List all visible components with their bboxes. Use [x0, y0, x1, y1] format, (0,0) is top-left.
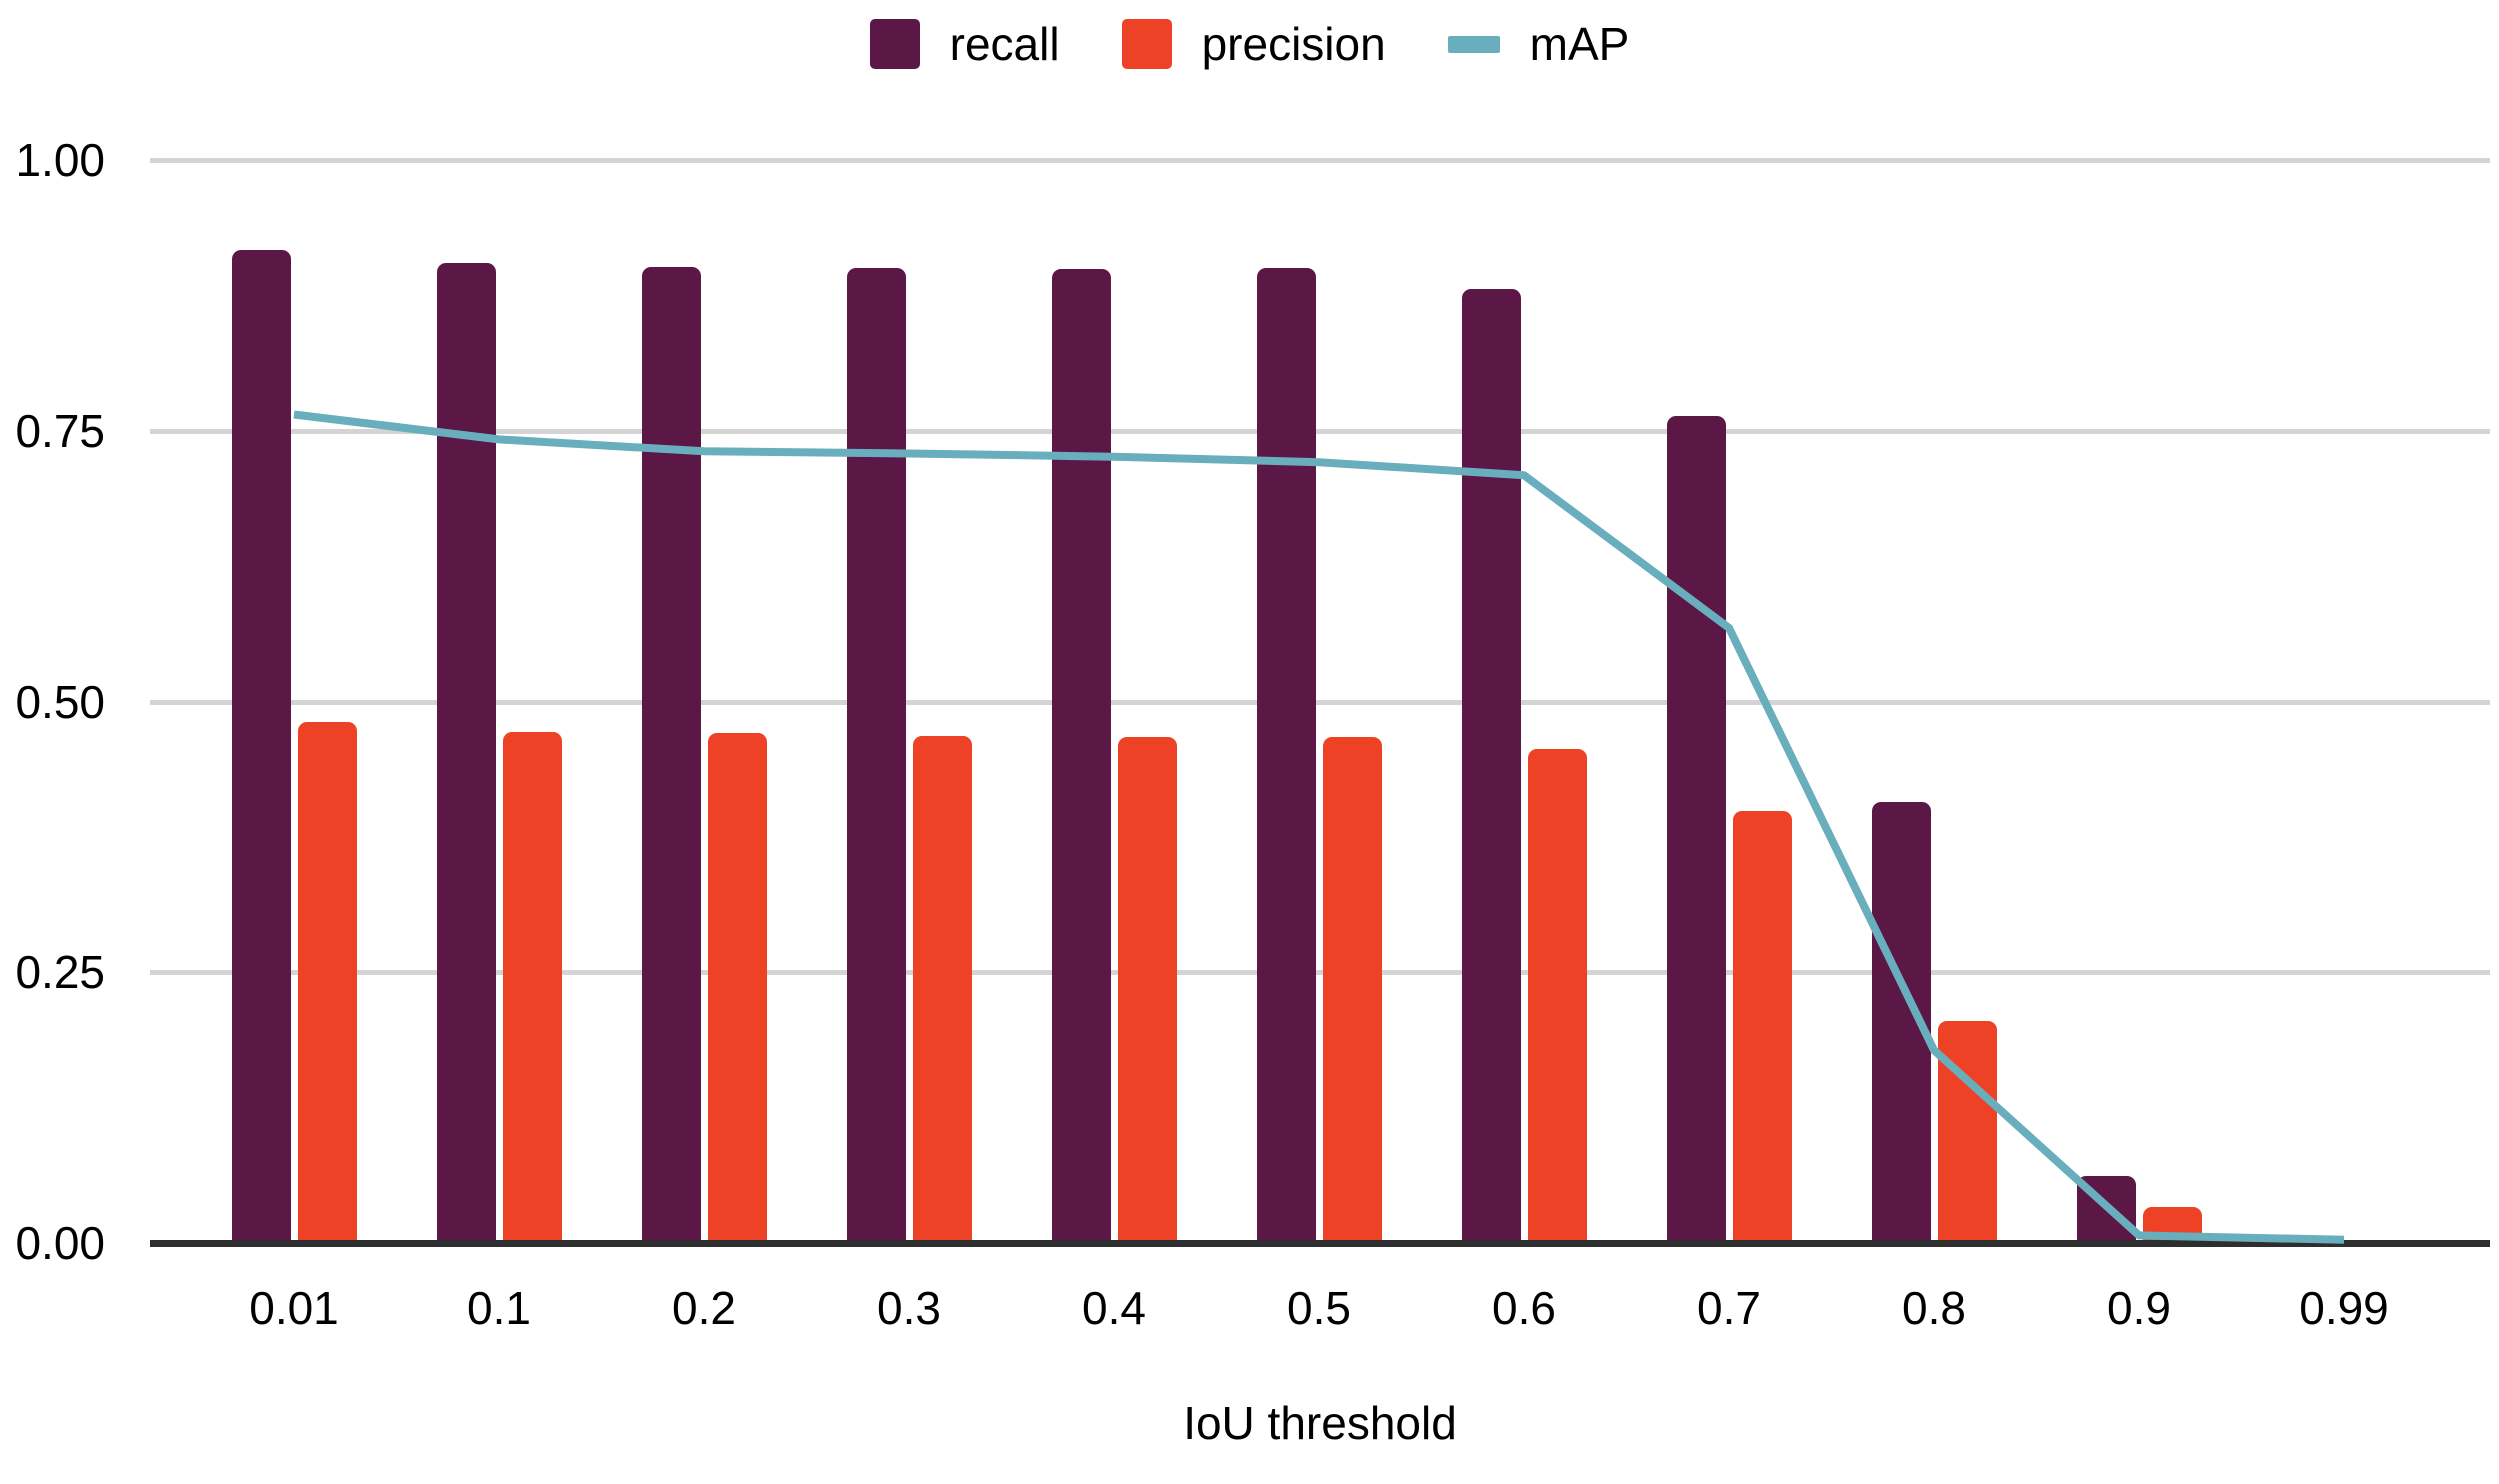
legend-label-mAP: mAP	[1529, 18, 1630, 70]
x-tick-label: 0.99	[2299, 1282, 2389, 1334]
legend-item-mAP: mAP	[1447, 18, 1630, 70]
recall-bar	[846, 268, 906, 1243]
gridline	[150, 699, 2490, 705]
precision-bar	[1527, 749, 1587, 1243]
precision-bar	[1732, 811, 1792, 1243]
x-tick-label: 0.4	[1082, 1282, 1146, 1334]
recall-bar	[1666, 416, 1726, 1243]
x-axis-line	[150, 1240, 2490, 1247]
precision-bar	[297, 722, 357, 1243]
x-tick-label: 0.3	[877, 1282, 941, 1334]
x-tick-label: 0.6	[1492, 1282, 1556, 1334]
gridline	[150, 158, 2490, 163]
x-tick-label: 0.01	[249, 1282, 339, 1334]
x-tick-label: 0.1	[467, 1282, 531, 1334]
y-tick-label: 0.50	[15, 675, 105, 728]
recall-bar	[1256, 268, 1316, 1243]
legend-item-recall: recall	[869, 18, 1060, 70]
legend-label-precision: precision	[1201, 18, 1386, 70]
y-tick-label: 0.25	[15, 946, 105, 999]
recall-bar	[436, 263, 496, 1243]
legend-swatch-mAP	[1447, 35, 1500, 53]
recall-bar	[231, 250, 291, 1243]
y-tick-label: 1.00	[15, 134, 105, 186]
y-tick-label: 0.00	[15, 1217, 105, 1269]
precision-bar	[1322, 737, 1382, 1243]
y-tick-label: 0.75	[15, 404, 105, 457]
precision-bar	[707, 733, 767, 1243]
x-tick-label: 0.8	[1902, 1282, 1966, 1334]
gridline	[150, 970, 2490, 976]
x-tick-label: 0.5	[1287, 1282, 1351, 1334]
legend-item-precision: precision	[1121, 18, 1386, 70]
recall-bar	[1051, 269, 1111, 1243]
gridline	[150, 428, 2490, 434]
recall-bar	[641, 267, 701, 1243]
precision-bar	[912, 736, 972, 1243]
legend: recall precision mAP	[0, 12, 2499, 76]
recall-bar	[1461, 289, 1521, 1243]
x-tick-label: 0.9	[2107, 1282, 2171, 1334]
legend-label-recall: recall	[949, 18, 1060, 70]
precision-bar	[502, 732, 562, 1243]
x-axis-title: IoU threshold	[1183, 1397, 1457, 1449]
precision-bar	[1117, 737, 1177, 1243]
legend-swatch-precision	[1121, 19, 1172, 69]
legend-swatch-recall	[869, 19, 920, 69]
mAP-line-path	[293, 410, 2345, 1244]
x-tick-label: 0.2	[672, 1282, 736, 1334]
x-tick-label: 0.7	[1697, 1282, 1761, 1334]
